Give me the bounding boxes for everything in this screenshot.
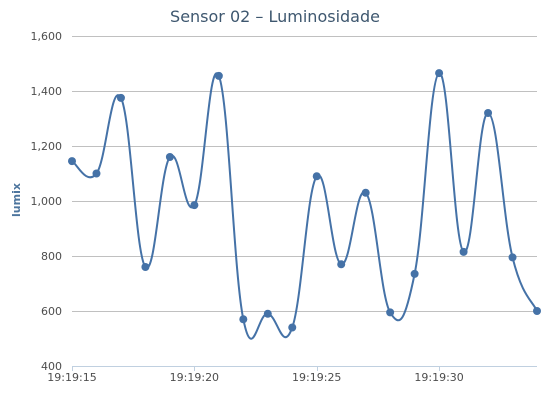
data-point[interactable] (116, 93, 125, 102)
data-point[interactable] (337, 260, 346, 269)
y-tick-label: 1,200 (31, 140, 63, 153)
series-layer (68, 69, 541, 340)
data-point[interactable] (386, 308, 395, 317)
data-point[interactable] (165, 153, 174, 161)
data-point[interactable] (435, 69, 444, 78)
data-point[interactable] (410, 269, 419, 278)
y-tick-label: 1,400 (31, 85, 63, 98)
y-tick-label: 600 (41, 305, 62, 318)
y-tick-label: 1,600 (31, 30, 63, 43)
data-point[interactable] (68, 157, 76, 166)
data-point[interactable] (263, 309, 272, 318)
data-point[interactable] (533, 307, 541, 315)
y-axis-title: lumix (10, 183, 23, 217)
data-point[interactable] (508, 253, 517, 262)
x-tick-label: 19:19:20 (170, 371, 219, 384)
x-tick-label: 19:19:25 (292, 371, 341, 384)
x-tick-label: 19:19:30 (414, 371, 463, 384)
data-point[interactable] (288, 323, 297, 332)
data-point[interactable] (141, 263, 150, 271)
data-point[interactable] (214, 71, 223, 80)
data-point[interactable] (484, 109, 493, 117)
axes: 400 600 800 1,000 1,200 1,400 1,600 19:19:15 19:… (31, 30, 537, 384)
data-point[interactable] (239, 315, 248, 324)
series-line (71, 72, 538, 340)
data-point[interactable] (190, 201, 199, 210)
data-point[interactable] (312, 172, 321, 181)
y-tick-label: 400 (41, 360, 62, 373)
y-tick-label: 800 (41, 250, 62, 263)
y-tick-label: 1,000 (31, 195, 63, 208)
grid-lines (72, 36, 537, 312)
data-point[interactable] (92, 169, 101, 178)
x-tick-label: 19:19:15 (47, 371, 96, 384)
data-point[interactable] (361, 188, 370, 197)
chart-title: Sensor 02 – Luminosidade (170, 7, 380, 26)
data-point[interactable] (459, 247, 468, 256)
